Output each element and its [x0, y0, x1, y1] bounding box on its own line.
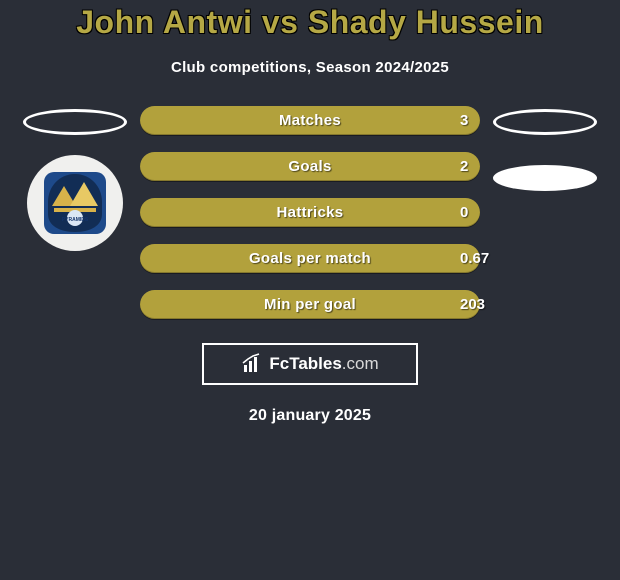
stat-bar-matches: Matches 3 [140, 106, 480, 135]
player-left-photo-placeholder [23, 109, 127, 135]
stat-left-value: 0 [460, 204, 500, 221]
stat-label: Min per goal [264, 296, 356, 313]
player-right-club-placeholder [493, 165, 597, 191]
stat-left-value: 3 [460, 112, 500, 129]
page-title: John Antwi vs Shady Hussein [0, 4, 620, 41]
player-left-column: PYRAMIDS [20, 106, 130, 319]
stat-left-value: 2 [460, 158, 500, 175]
brand-name: FcTables [269, 354, 341, 373]
stat-bar-min-per-goal: Min per goal 203 [140, 290, 480, 319]
stat-bar-goals: Goals 2 [140, 152, 480, 181]
subtitle: Club competitions, Season 2024/2025 [0, 59, 620, 76]
stat-bars: Matches 3 Goals 2 Hattricks 0 Goals per … [140, 106, 480, 319]
stat-left-value: 203 [460, 296, 500, 313]
stat-label: Matches [279, 112, 341, 129]
brand-text: FcTables.com [269, 354, 378, 374]
stat-label: Goals [288, 158, 331, 175]
stat-bar-hattricks: Hattricks 0 [140, 198, 480, 227]
brand-suffix: .com [342, 354, 379, 373]
svg-text:PYRAMIDS: PYRAMIDS [62, 217, 89, 223]
stat-label: Goals per match [249, 250, 371, 267]
player-right-column [490, 106, 600, 319]
pyramids-badge-icon: PYRAMIDS [40, 168, 110, 238]
comparison-grid: PYRAMIDS Matches 3 Goals 2 Hattricks 0 G… [0, 106, 620, 319]
stat-label: Hattricks [277, 204, 344, 221]
player-left-club-badge: PYRAMIDS [27, 155, 123, 251]
player-right-photo-placeholder [493, 109, 597, 135]
brand-watermark: FcTables.com [202, 343, 418, 385]
bar-chart-icon [241, 353, 263, 375]
stat-bar-goals-per-match: Goals per match 0.67 [140, 244, 480, 273]
stat-left-value: 0.67 [460, 250, 500, 267]
snapshot-date: 20 january 2025 [0, 407, 620, 425]
